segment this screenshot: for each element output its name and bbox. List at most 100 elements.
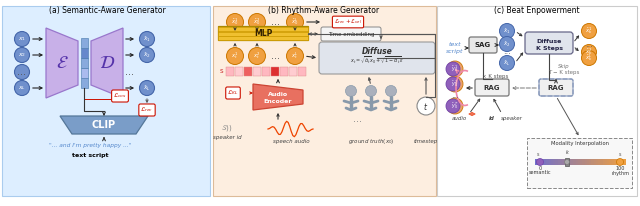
Bar: [218, 32, 308, 35]
Bar: [589, 159, 592, 165]
Text: Time embedding: Time embedding: [328, 32, 374, 36]
Text: $\hat{y}_0^1$: $\hat{y}_0^1$: [451, 64, 458, 74]
Circle shape: [287, 14, 303, 30]
Bar: [578, 159, 580, 165]
Text: $x_t=\sqrt{\bar{\alpha}_t}x_0+\sqrt{1-\bar{\alpha}_t}\epsilon$: $x_t=\sqrt{\bar{\alpha}_t}x_0+\sqrt{1-\b…: [350, 56, 404, 66]
Text: s: s: [537, 151, 540, 157]
Bar: [280, 67, 288, 76]
Circle shape: [446, 77, 460, 91]
Text: script: script: [446, 48, 464, 54]
Text: $\hat{x}_1$: $\hat{x}_1$: [143, 34, 151, 44]
Text: ...: ...: [585, 40, 593, 48]
Bar: [298, 67, 306, 76]
Text: RAG: RAG: [484, 84, 500, 90]
Bar: [289, 67, 297, 76]
Bar: [547, 159, 549, 165]
Circle shape: [447, 61, 463, 77]
Text: T − K steps: T − K steps: [548, 69, 580, 75]
Circle shape: [365, 85, 376, 96]
Text: $x_t^1$: $x_t^1$: [231, 51, 239, 61]
Text: $\hat{x}_2$: $\hat{x}_2$: [143, 50, 151, 60]
Text: $\hat{x}_k^L$: $\hat{x}_k^L$: [585, 53, 593, 63]
Bar: [81, 38, 88, 48]
Polygon shape: [60, 116, 148, 134]
Circle shape: [140, 32, 154, 47]
Circle shape: [499, 23, 515, 39]
Text: $x_L$: $x_L$: [18, 84, 26, 92]
Text: $\hat{x}_0^2$: $\hat{x}_0^2$: [253, 17, 260, 27]
Bar: [226, 67, 234, 76]
Circle shape: [582, 44, 596, 60]
Text: K Steps: K Steps: [536, 46, 563, 50]
Bar: [565, 158, 569, 166]
Bar: [573, 159, 576, 165]
Circle shape: [248, 14, 266, 30]
Bar: [81, 48, 88, 58]
Bar: [571, 159, 573, 165]
Bar: [593, 159, 596, 165]
Bar: [616, 159, 619, 165]
Bar: [600, 159, 603, 165]
Circle shape: [417, 97, 435, 115]
Bar: [584, 159, 588, 165]
Bar: [218, 27, 308, 31]
Circle shape: [499, 36, 515, 52]
Circle shape: [499, 55, 515, 70]
Bar: [596, 159, 598, 165]
Text: Encoder: Encoder: [264, 98, 292, 103]
Bar: [609, 159, 612, 165]
Bar: [621, 159, 623, 165]
Text: ground truth$(x_0)$: ground truth$(x_0)$: [348, 137, 394, 145]
Polygon shape: [91, 28, 123, 98]
Circle shape: [15, 81, 29, 96]
Bar: [582, 159, 585, 165]
Bar: [548, 159, 551, 165]
Text: 100: 100: [615, 165, 625, 171]
Circle shape: [140, 48, 154, 62]
Text: Diffuse: Diffuse: [536, 39, 562, 43]
Text: $\mathcal{L}_{cos}$: $\mathcal{L}_{cos}$: [113, 91, 127, 101]
Text: text script: text script: [72, 153, 108, 158]
Bar: [623, 159, 625, 165]
Text: (a) Semantic-Aware Generator: (a) Semantic-Aware Generator: [49, 6, 165, 14]
Text: ...: ...: [503, 47, 511, 55]
Circle shape: [15, 64, 29, 80]
Text: Diffuse: Diffuse: [362, 47, 392, 55]
Text: SAG: SAG: [475, 42, 491, 48]
Text: speech audio: speech audio: [273, 138, 309, 144]
Bar: [537, 159, 540, 165]
Text: k: k: [566, 151, 568, 156]
Text: $\mathcal{S}$)): $\mathcal{S}$)): [221, 123, 233, 133]
Text: speaker: speaker: [501, 116, 523, 121]
Circle shape: [564, 159, 570, 165]
Circle shape: [140, 81, 154, 96]
Text: (c) Beat Enpowerment: (c) Beat Enpowerment: [494, 6, 580, 14]
Bar: [218, 36, 308, 40]
Circle shape: [447, 76, 463, 92]
Bar: [253, 67, 261, 76]
Bar: [564, 159, 567, 165]
Text: $\hat{x}_L$: $\hat{x}_L$: [143, 83, 151, 93]
FancyBboxPatch shape: [469, 37, 497, 53]
Text: $\hat{x}_2$: $\hat{x}_2$: [503, 39, 511, 49]
Polygon shape: [46, 28, 78, 98]
Text: s: s: [219, 68, 223, 74]
Text: $t$: $t$: [424, 101, 429, 111]
Text: "... and I'm pretty happy ...": "... and I'm pretty happy ...": [49, 144, 131, 149]
Bar: [580, 159, 583, 165]
Text: $\hat{x}_k^1$: $\hat{x}_k^1$: [585, 26, 593, 36]
Bar: [262, 67, 270, 76]
Text: CLIP: CLIP: [92, 120, 116, 130]
Circle shape: [447, 98, 463, 114]
Bar: [591, 159, 594, 165]
Bar: [213, 6, 436, 196]
Circle shape: [536, 158, 543, 165]
Circle shape: [248, 48, 266, 64]
Text: $\mathcal{L}_{rec}+\mathcal{L}_{vel}$: $\mathcal{L}_{rec}+\mathcal{L}_{vel}$: [334, 18, 362, 26]
Bar: [244, 67, 252, 76]
Bar: [587, 159, 589, 165]
Text: $\hat{x}_k^2$: $\hat{x}_k^2$: [585, 47, 593, 57]
Text: RAG: RAG: [548, 84, 564, 90]
Bar: [566, 159, 569, 165]
Text: $\hat{x}_L$: $\hat{x}_L$: [503, 58, 511, 68]
